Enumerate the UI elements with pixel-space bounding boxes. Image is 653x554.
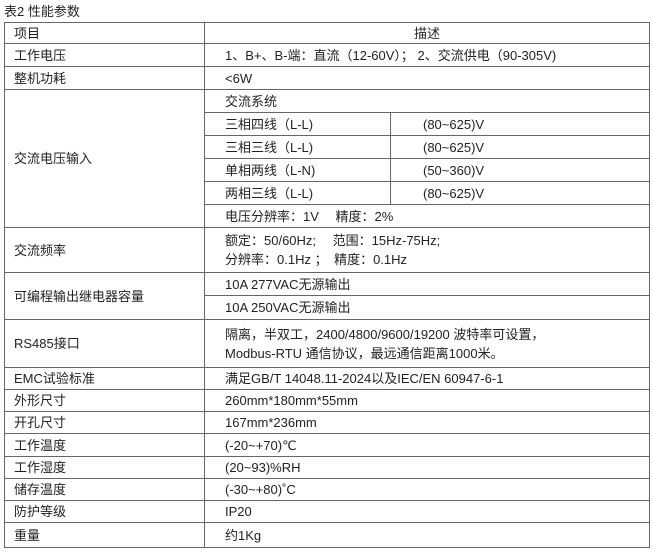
row-value: 隔离，半双工，2400/4800/9600/19200 波特率可设置， Modb… [203, 319, 651, 368]
ac-system-name: 三相三线（L-L) [204, 135, 391, 159]
row-label: RS485接口 [4, 319, 205, 368]
row-label: 交流频率 [4, 227, 205, 273]
table-subrow: 10A 250VAC无源输出 [5, 295, 651, 320]
table-row: RS485接口 隔离，半双工，2400/4800/9600/19200 波特率可… [4, 319, 651, 368]
performance-table: 项目 描述 工作电压 1、B+、B-端：直流（12-60V）； 2、交流供电（9… [4, 22, 651, 548]
rs485-line-2: Modbus-RTU 通信协议，最远通信距离1000米。 [225, 345, 504, 361]
header-desc: 描述 [203, 22, 651, 44]
frequency-line-1: 额定：50/60Hz; 范围：15Hz-75Hz; [225, 233, 441, 248]
row-value: 1、B+、B-端：直流（12-60V）； 2、交流供电（90-305V) [203, 43, 651, 67]
row-value: IP20 [203, 500, 651, 523]
ac-system-range: (80~625)V [389, 135, 651, 159]
relay-value-1: 10A 277VAC无源输出 [203, 272, 651, 296]
ac-system-range: (50~360)V [389, 158, 651, 182]
table-row: EMC试验标准 满足GB/T 14048.11-2024以及IEC/EN 609… [4, 367, 651, 390]
table-row: 可编程输出继电器容量 10A 277VAC无源输出 [4, 272, 651, 320]
table-subrow: 两相三线（L-L) (80~625)V [5, 181, 651, 205]
row-label: 储存温度 [4, 478, 205, 501]
table-row: 工作湿度 (20~93)%RH [4, 456, 651, 479]
table-row: 交流电压输入 交流系统 [4, 89, 651, 228]
row-value: 满足GB/T 14048.11-2024以及IEC/EN 60947-6-1 [203, 367, 651, 390]
table-row: 储存温度 (-30~+80)˚C [4, 478, 651, 501]
row-label: 工作温度 [4, 433, 205, 457]
table-subrow: 三相四线（L-L) (80~625)V [5, 112, 651, 136]
row-label: 可编程输出继电器容量 [4, 272, 205, 320]
table-row: 整机功耗 <6W [4, 66, 651, 90]
row-label: 工作湿度 [4, 456, 205, 479]
row-label: 开孔尺寸 [4, 411, 205, 434]
table-row: 重量 约1Kg [4, 522, 651, 548]
table-row: 开孔尺寸 167mm*236mm [4, 411, 651, 434]
ac-system-name: 两相三线（L-L) [204, 181, 391, 205]
table-header: 项目 描述 [4, 22, 651, 44]
ac-system-label: 交流系统 [203, 89, 651, 113]
header-item: 项目 [4, 22, 205, 44]
table-subrow: 单相两线（L-N) (50~360)V [5, 158, 651, 182]
row-value: (20~93)%RH [203, 456, 651, 479]
row-value: 260mm*180mm*55mm [203, 389, 651, 412]
ac-system-range: (80~625)V [389, 181, 651, 205]
table-row: 交流频率 额定：50/60Hz; 范围：15Hz-75Hz; 分辨率：0.1Hz… [4, 227, 651, 273]
row-label: 整机功耗 [4, 66, 205, 90]
row-label: EMC试验标准 [4, 367, 205, 390]
ac-resolution: 电压分辨率：1V 精度：2% [203, 204, 651, 228]
relay-value-2: 10A 250VAC无源输出 [203, 295, 651, 320]
table-subrow: 电压分辨率：1V 精度：2% [5, 204, 651, 228]
ac-system-name: 单相两线（L-N) [204, 158, 391, 182]
table-row: 工作电压 1、B+、B-端：直流（12-60V）； 2、交流供电（90-305V… [4, 43, 651, 67]
row-value: (-20~+70)℃ [203, 433, 651, 457]
table-row: 工作温度 (-20~+70)℃ [4, 433, 651, 457]
frequency-line-2: 分辨率：0.1Hz ； 精度：0.1Hz [225, 252, 408, 267]
row-value: <6W [203, 66, 651, 90]
table-subrow: 三相三线（L-L) (80~625)V [5, 135, 651, 159]
table-caption: 表2 性能参数 [4, 4, 80, 19]
table-row: 外形尺寸 260mm*180mm*55mm [4, 389, 651, 412]
row-value: 167mm*236mm [203, 411, 651, 434]
rs485-line-1: 隔离，半双工，2400/4800/9600/19200 波特率可设置， [225, 326, 545, 342]
row-label: 外形尺寸 [4, 389, 205, 412]
row-value: 约1Kg [203, 522, 651, 548]
row-value: 额定：50/60Hz; 范围：15Hz-75Hz; 分辨率：0.1Hz ； 精度… [203, 227, 651, 273]
row-label: 交流电压输入 [4, 89, 205, 228]
table-row: 防护等级 IP20 [4, 500, 651, 523]
row-value: (-30~+80)˚C [203, 478, 651, 501]
row-label: 工作电压 [4, 43, 205, 67]
ac-system-range: (80~625)V [389, 112, 651, 136]
row-label: 防护等级 [4, 500, 205, 523]
ac-system-name: 三相四线（L-L) [204, 112, 391, 136]
row-label: 重量 [4, 522, 205, 548]
